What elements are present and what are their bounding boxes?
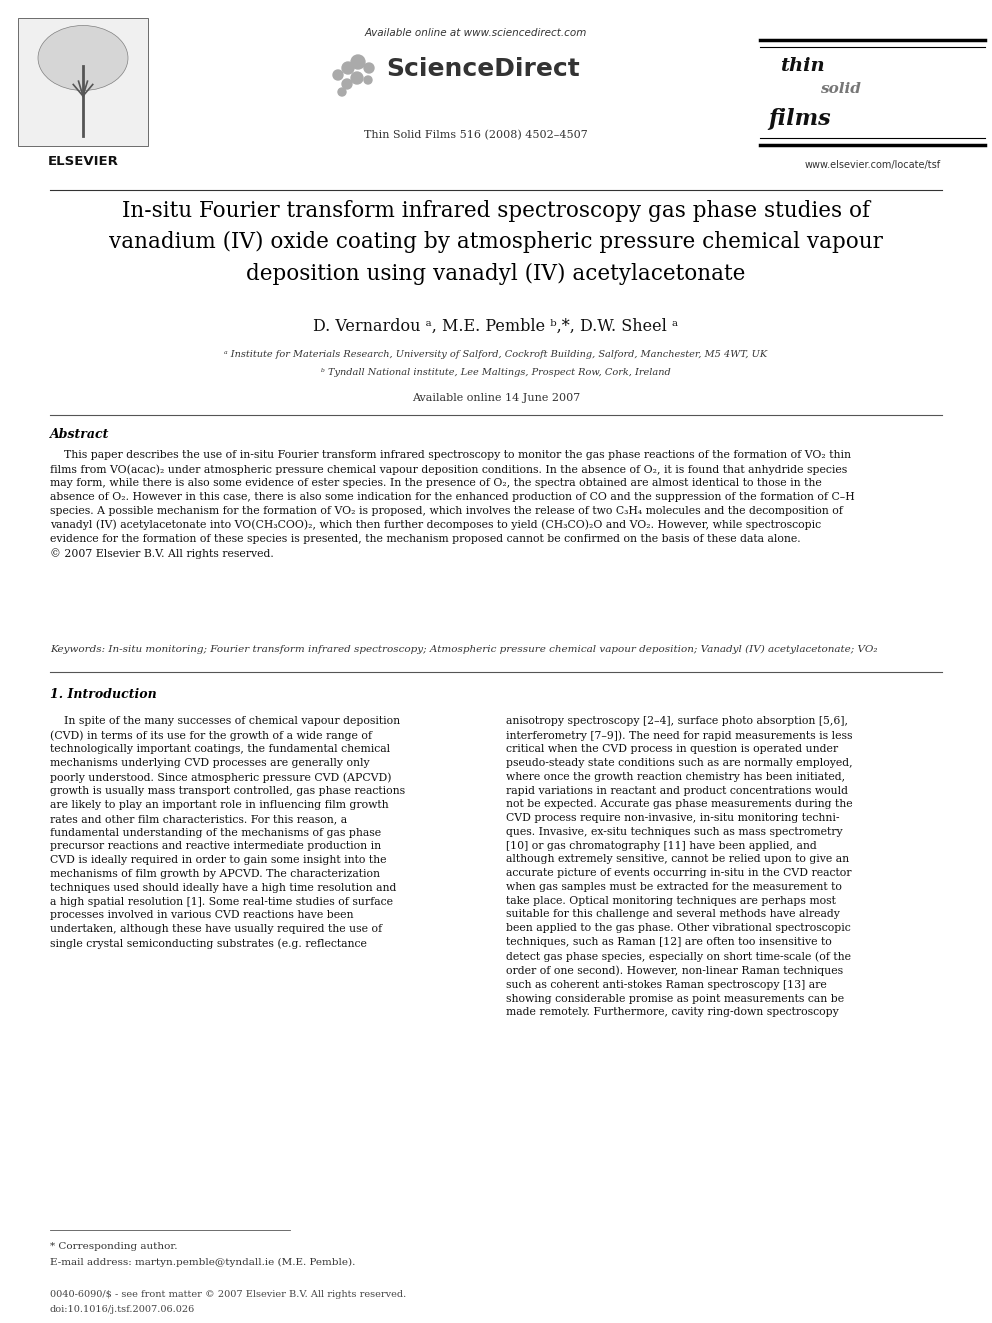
Text: In-situ Fourier transform infrared spectroscopy gas phase studies of
vanadium (I: In-situ Fourier transform infrared spect…	[109, 200, 883, 284]
Text: ELSEVIER: ELSEVIER	[48, 155, 118, 168]
Circle shape	[342, 79, 352, 89]
Ellipse shape	[38, 25, 128, 90]
Text: ᵇ Tyndall National institute, Lee Maltings, Prospect Row, Cork, Ireland: ᵇ Tyndall National institute, Lee Maltin…	[321, 368, 671, 377]
Text: D. Vernardou ᵃ, M.E. Pemble ᵇ,*, D.W. Sheel ᵃ: D. Vernardou ᵃ, M.E. Pemble ᵇ,*, D.W. Sh…	[313, 318, 679, 335]
Text: solid: solid	[820, 82, 861, 97]
Circle shape	[351, 56, 365, 69]
Text: Keywords: In-situ monitoring; Fourier transform infrared spectroscopy; Atmospher: Keywords: In-situ monitoring; Fourier tr…	[50, 646, 878, 654]
Circle shape	[351, 71, 363, 83]
Text: anisotropy spectroscopy [2–4], surface photo absorption [5,6],
interferometry [7: anisotropy spectroscopy [2–4], surface p…	[506, 716, 853, 1017]
Text: doi:10.1016/j.tsf.2007.06.026: doi:10.1016/j.tsf.2007.06.026	[50, 1304, 195, 1314]
Circle shape	[364, 64, 374, 73]
Text: * Corresponding author.: * Corresponding author.	[50, 1242, 178, 1252]
Text: Abstract: Abstract	[50, 429, 109, 441]
Text: films: films	[768, 108, 830, 130]
Text: ScienceDirect: ScienceDirect	[386, 57, 579, 81]
Text: thin: thin	[780, 57, 824, 75]
Text: www.elsevier.com/locate/tsf: www.elsevier.com/locate/tsf	[805, 160, 940, 169]
Text: Thin Solid Films 516 (2008) 4502–4507: Thin Solid Films 516 (2008) 4502–4507	[364, 130, 588, 140]
Text: This paper describes the use of in-situ Fourier transform infrared spectroscopy : This paper describes the use of in-situ …	[50, 450, 855, 560]
Bar	[18, 19, 148, 146]
Text: Available online 14 June 2007: Available online 14 June 2007	[412, 393, 580, 404]
Text: ᵃ Institute for Materials Research, University of Salford, Cockroft Building, Sa: ᵃ Institute for Materials Research, Univ…	[224, 351, 768, 359]
Circle shape	[342, 62, 354, 74]
Text: E-mail address: martyn.pemble@tyndall.ie (M.E. Pemble).: E-mail address: martyn.pemble@tyndall.ie…	[50, 1258, 355, 1267]
Circle shape	[338, 89, 346, 97]
Text: 0040-6090/$ - see front matter © 2007 Elsevier B.V. All rights reserved.: 0040-6090/$ - see front matter © 2007 El…	[50, 1290, 407, 1299]
Text: 1. Introduction: 1. Introduction	[50, 688, 157, 701]
Text: Available online at www.sciencedirect.com: Available online at www.sciencedirect.co…	[365, 28, 587, 38]
Text: In spite of the many successes of chemical vapour deposition
(CVD) in terms of i: In spite of the many successes of chemic…	[50, 716, 405, 949]
Circle shape	[333, 70, 343, 79]
Circle shape	[364, 75, 372, 83]
